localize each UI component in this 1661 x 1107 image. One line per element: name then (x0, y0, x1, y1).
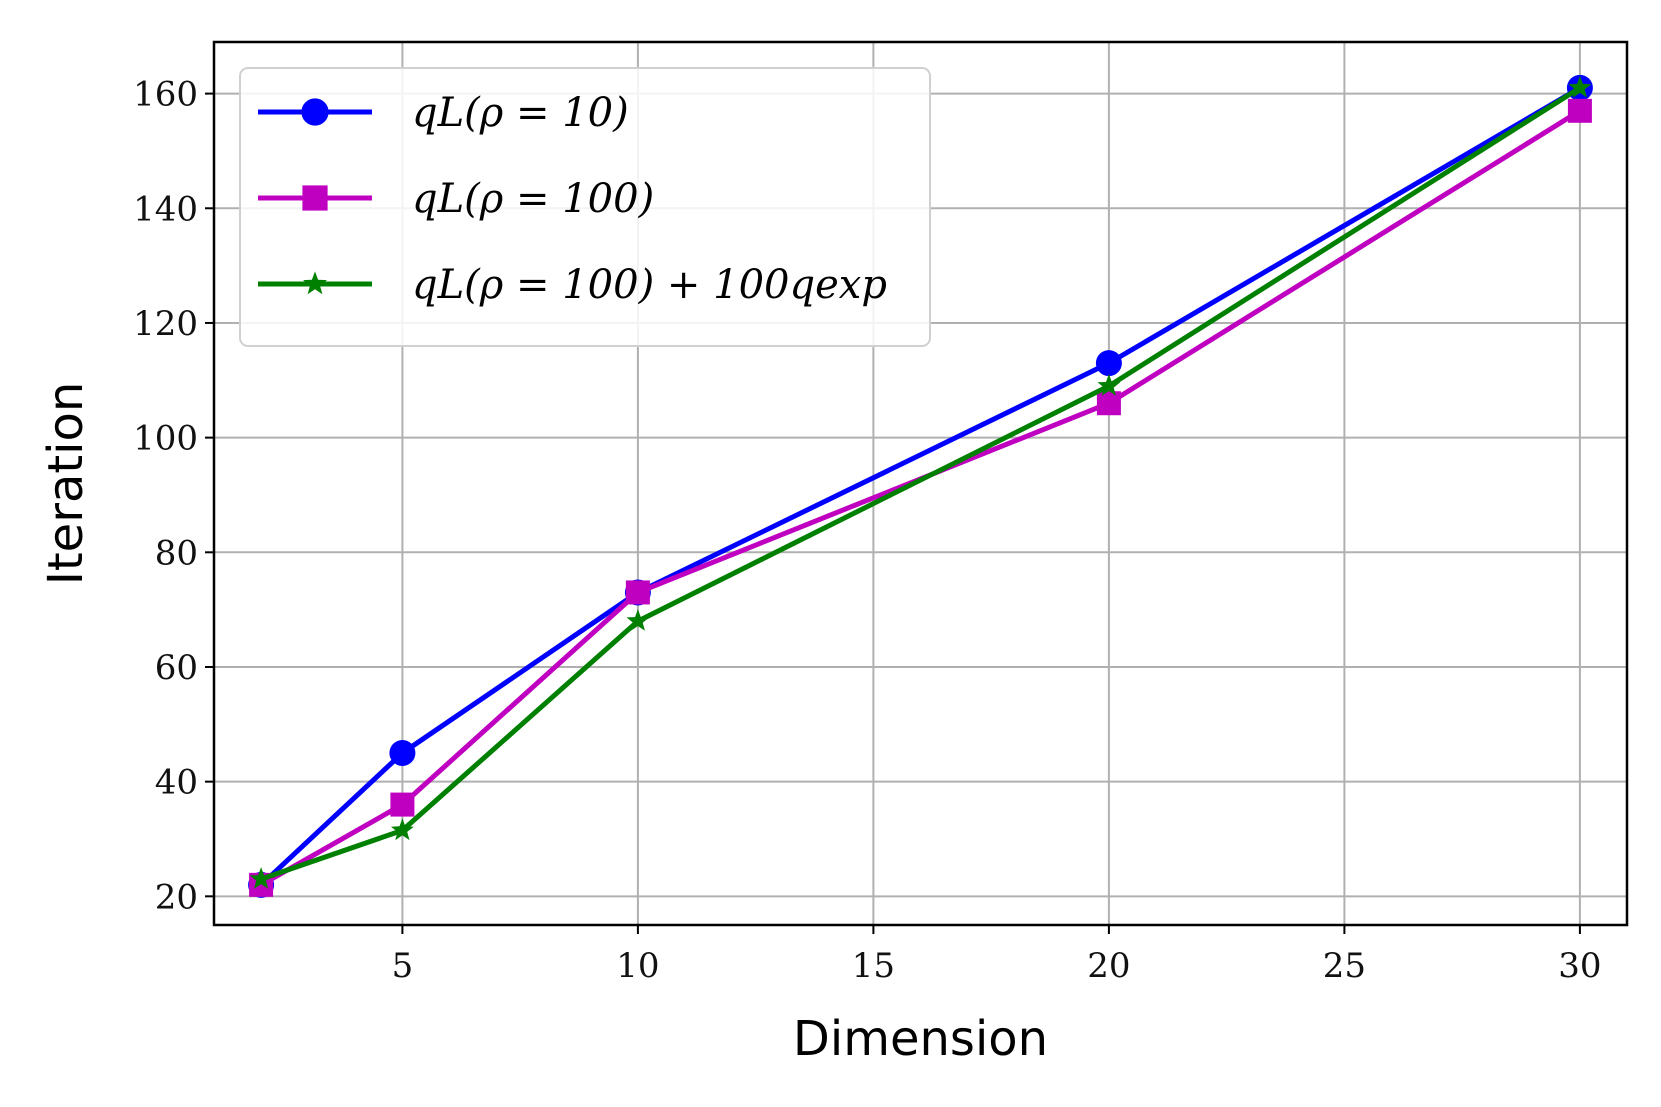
data-point (1095, 350, 1122, 377)
data-point (1097, 374, 1121, 396)
data-point (391, 818, 414, 841)
y-tick-label: 100 (133, 419, 198, 459)
legend-item: qL(ρ = 100) (258, 176, 654, 222)
x-tick-label: 25 (1323, 946, 1366, 986)
y-tick-label: 20 (155, 877, 198, 917)
legend-item: qL(ρ = 100) + 100qexp (258, 262, 887, 308)
legend-label: qL(ρ = 10) (412, 90, 629, 136)
y-tick-label: 120 (133, 304, 198, 344)
y-tick-label: 40 (155, 763, 198, 803)
y-tick-label: 160 (133, 75, 198, 115)
data-point (301, 98, 329, 126)
legend: qL(ρ = 10) qL(ρ = 100) qL(ρ = 100) + 100qe… (239, 67, 931, 347)
data-point (249, 867, 273, 889)
data-point (303, 271, 327, 295)
data-point (1567, 98, 1592, 123)
data-point (625, 580, 650, 605)
data-point (626, 609, 650, 631)
y-tick-label: 80 (155, 533, 198, 573)
y-axis-title: Iteration (38, 382, 94, 586)
legend-label: qL(ρ = 100) (412, 176, 654, 222)
legend-item: qL(ρ = 10) (258, 90, 629, 136)
y-tick-label: 60 (155, 648, 198, 688)
x-tick-label: 30 (1558, 946, 1601, 986)
data-point (1096, 391, 1121, 416)
data-point (390, 792, 415, 817)
x-tick-label: 10 (616, 946, 659, 986)
x-tick-label: 20 (1087, 946, 1130, 986)
x-tick-label: 15 (852, 946, 895, 986)
legend-label: qL(ρ = 100) + 100qexp (412, 262, 887, 308)
series-layer (248, 74, 1593, 898)
x-tick-label: 5 (392, 946, 414, 986)
x-axis-title: Dimension (793, 1011, 1048, 1067)
legend-box (239, 67, 931, 347)
plot-frame (212, 40, 1629, 927)
y-tick-label: 140 (133, 189, 198, 229)
ticks: 5 10 15 20 25 30 20 40 60 80 100 120 140 160 (133, 75, 1601, 986)
series-3 (249, 75, 1592, 889)
data-point (302, 185, 328, 211)
data-point (1568, 75, 1592, 98)
data-point (389, 739, 416, 766)
